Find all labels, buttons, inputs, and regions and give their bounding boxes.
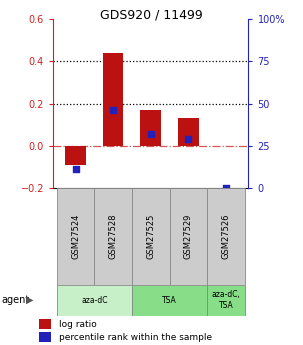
Text: log ratio: log ratio <box>59 319 97 329</box>
Text: GSM27528: GSM27528 <box>109 214 118 259</box>
Bar <box>132 285 207 316</box>
Bar <box>39 332 51 342</box>
Bar <box>103 53 124 146</box>
Bar <box>39 319 51 329</box>
Point <box>73 167 78 172</box>
Text: aza-dC: aza-dC <box>81 296 108 305</box>
Text: agent: agent <box>2 295 30 305</box>
Text: GSM27526: GSM27526 <box>221 214 230 259</box>
Bar <box>57 188 94 285</box>
Bar <box>132 188 170 285</box>
Text: GSM27529: GSM27529 <box>184 214 193 259</box>
Point <box>186 136 191 142</box>
Text: ▶: ▶ <box>26 295 33 305</box>
Text: TSA: TSA <box>162 296 177 305</box>
Bar <box>57 285 132 316</box>
Text: GDS920 / 11499: GDS920 / 11499 <box>100 9 203 22</box>
Point <box>148 131 153 137</box>
Point <box>224 185 228 191</box>
Bar <box>65 146 86 165</box>
Bar <box>94 188 132 285</box>
Bar <box>207 188 245 285</box>
Bar <box>140 110 161 146</box>
Text: percentile rank within the sample: percentile rank within the sample <box>59 333 212 342</box>
Bar <box>207 285 245 316</box>
Text: GSM27525: GSM27525 <box>146 214 155 259</box>
Text: GSM27524: GSM27524 <box>71 214 80 259</box>
Point <box>111 108 115 113</box>
Text: aza-dC,
TSA: aza-dC, TSA <box>211 290 240 310</box>
Bar <box>178 118 199 146</box>
Bar <box>170 188 207 285</box>
